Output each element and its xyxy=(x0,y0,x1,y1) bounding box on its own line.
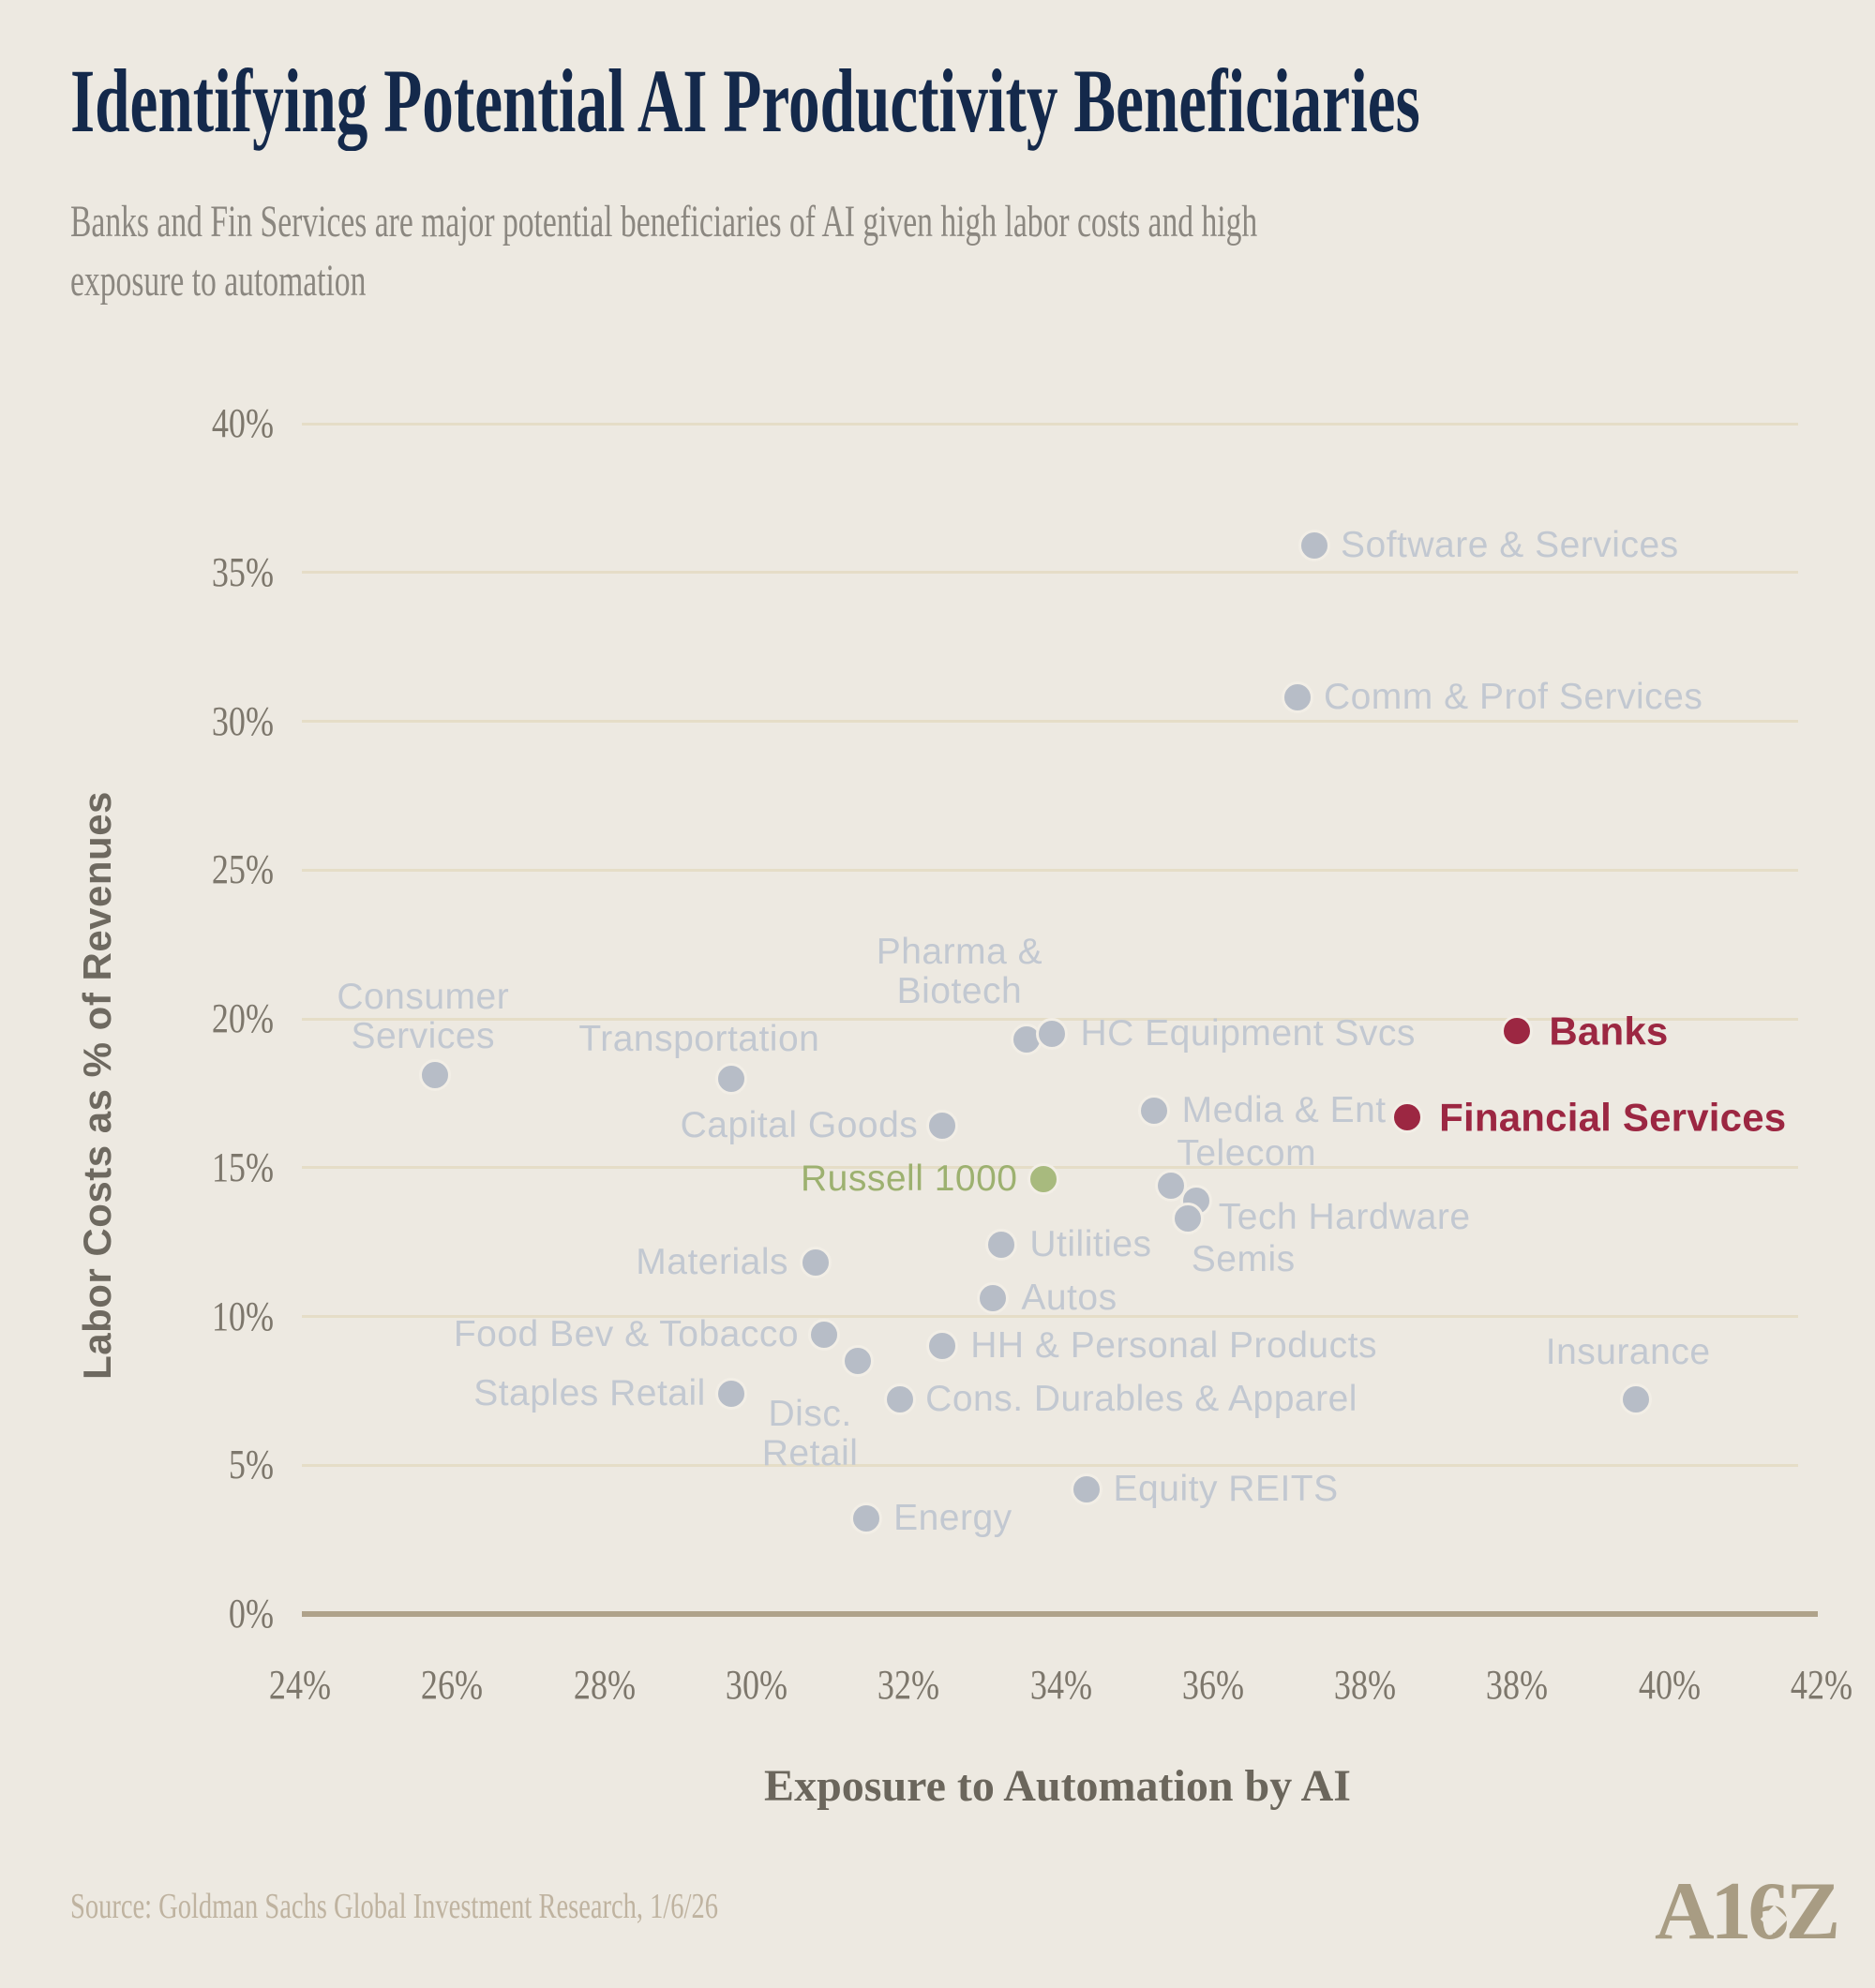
y-tick-40: 40% xyxy=(211,400,274,446)
label-telecom: Telecom xyxy=(1177,1132,1317,1173)
label-food-bev-tobacco: Food Bev & Tobacco xyxy=(453,1313,800,1354)
point-energy xyxy=(850,1502,883,1535)
label-autos: Autos xyxy=(1021,1278,1118,1319)
point-equity-reits xyxy=(1070,1472,1102,1505)
point-food-bev-tobacco xyxy=(808,1318,841,1351)
point-materials xyxy=(800,1247,832,1279)
label-materials: Materials xyxy=(636,1242,789,1283)
point-hc-equipment-svcs xyxy=(1036,1017,1069,1050)
label-equity-reits: Equity REITS xyxy=(1113,1468,1339,1509)
y-tick-5: 5% xyxy=(228,1442,274,1488)
y-tick-30: 30% xyxy=(211,697,274,744)
gridline-40 xyxy=(302,422,1798,426)
label-energy: Energy xyxy=(893,1498,1012,1539)
label-semis: Semis xyxy=(1191,1238,1296,1279)
label-insurance: Insurance xyxy=(1545,1332,1711,1373)
logo-text: A16Z xyxy=(1655,1866,1840,1957)
y-tick-25: 25% xyxy=(211,846,274,893)
label-software-services: Software & Services xyxy=(1341,525,1679,566)
point-hh-personal-products xyxy=(926,1330,959,1363)
y-tick-15: 15% xyxy=(211,1143,274,1190)
y-tick-20: 20% xyxy=(211,995,274,1041)
label-capital-goods: Capital Goods xyxy=(680,1105,919,1146)
gridline-25 xyxy=(302,868,1798,872)
x-axis-title: Exposure to Automation by AI xyxy=(764,1761,1351,1811)
x-tick-8-38: 38% xyxy=(1486,1662,1549,1708)
x-tick-2-28: 28% xyxy=(573,1662,636,1708)
chart-title: Identifying Potential AI Productivity Be… xyxy=(70,51,1420,151)
x-tick-7-38: 38% xyxy=(1334,1662,1397,1708)
x-tick-0-24: 24% xyxy=(268,1662,332,1708)
point-media-ent xyxy=(1137,1095,1170,1128)
label-staples-retail: Staples Retail xyxy=(473,1372,706,1413)
point-semis xyxy=(1171,1202,1204,1234)
x-tick-9-40: 40% xyxy=(1638,1662,1701,1708)
label-transportation: Transportation xyxy=(578,1018,820,1059)
label-pharma-biotech: Pharma & Biotech xyxy=(876,932,1043,1012)
label-media-ent: Media & Ent xyxy=(1181,1090,1387,1131)
y-tick-35: 35% xyxy=(211,548,274,595)
label-tech-hardware: Tech Hardware xyxy=(1218,1196,1471,1237)
y-axis-title: Labor Costs as % of Revenues xyxy=(75,791,119,1380)
gridline-35 xyxy=(302,571,1798,575)
x-tick-5-34: 34% xyxy=(1029,1662,1092,1708)
point-capital-goods xyxy=(926,1110,959,1143)
label-comm-prof-services: Comm & Prof Services xyxy=(1323,677,1703,718)
gridline-5 xyxy=(302,1463,1798,1467)
point-utilities xyxy=(985,1229,1018,1262)
point-transportation xyxy=(714,1062,747,1095)
label-hc-equipment-svcs: HC Equipment Svcs xyxy=(1080,1012,1416,1054)
gridline-10 xyxy=(302,1315,1798,1318)
point-staples-retail xyxy=(714,1378,747,1411)
x-axis-line xyxy=(302,1611,1818,1617)
point-software-services xyxy=(1298,530,1330,562)
x-tick-3-30: 30% xyxy=(725,1662,788,1708)
label-hh-personal-products: HH & Personal Products xyxy=(970,1325,1377,1367)
x-tick-10-42: 42% xyxy=(1790,1662,1853,1708)
label-banks: Banks xyxy=(1549,1009,1669,1054)
point-comm-prof-services xyxy=(1281,681,1313,714)
label-consumer-services: Consumer Services xyxy=(337,977,510,1057)
point-consumer-services xyxy=(419,1059,452,1092)
gridline-30 xyxy=(302,720,1798,723)
point-banks xyxy=(1501,1014,1534,1047)
label-utilities: Utilities xyxy=(1029,1224,1152,1265)
x-tick-4-32: 32% xyxy=(878,1662,940,1708)
x-tick-1-26: 26% xyxy=(421,1662,484,1708)
point-autos xyxy=(977,1282,1010,1315)
label-russell-1000: Russell 1000 xyxy=(800,1158,1018,1200)
point-disc-retail xyxy=(842,1345,875,1378)
label-cons-durables-apparel: Cons. Durables & Apparel xyxy=(925,1379,1358,1420)
label-financial-services: Financial Services xyxy=(1439,1095,1787,1140)
source-note: Source: Goldman Sachs Global Investment … xyxy=(70,1887,718,1926)
y-tick-0: 0% xyxy=(228,1591,274,1637)
point-russell-1000 xyxy=(1028,1163,1060,1196)
x-tick-6-36: 36% xyxy=(1181,1662,1244,1708)
a16z-logo: A16Z xyxy=(1655,1870,1875,1959)
point-insurance xyxy=(1619,1383,1652,1416)
point-financial-services xyxy=(1391,1100,1424,1133)
label-disc-retail: Disc. Retail xyxy=(761,1394,859,1474)
point-cons-durables-apparel xyxy=(884,1383,917,1416)
y-tick-10: 10% xyxy=(211,1293,274,1339)
chart-subtitle: Banks and Fin Services are major potenti… xyxy=(70,197,1258,306)
